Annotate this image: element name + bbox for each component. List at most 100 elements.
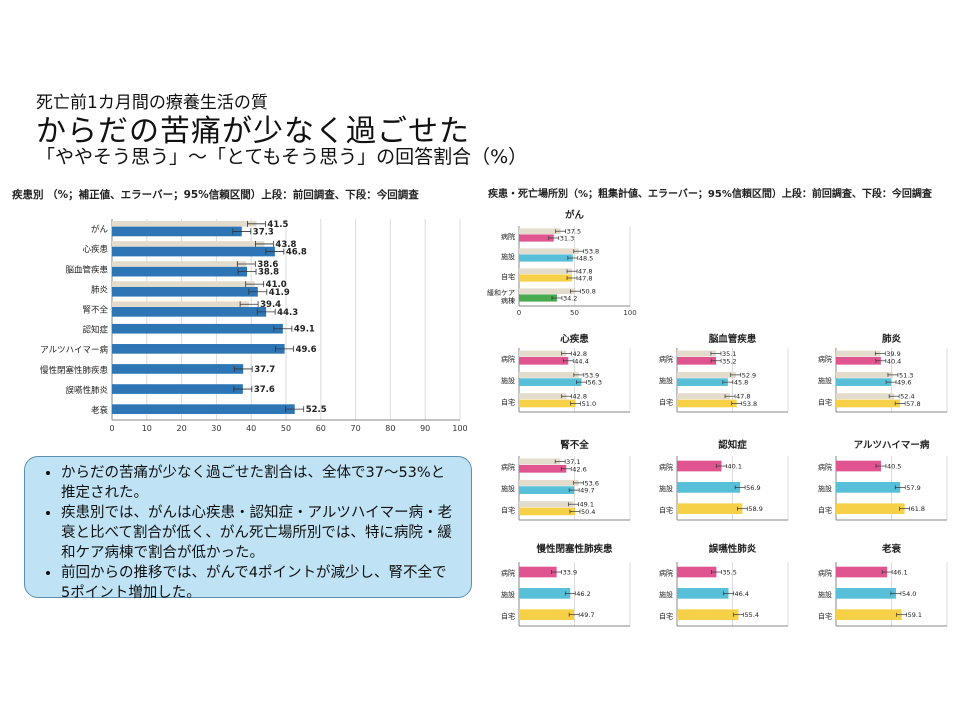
x-tick-label: 30 — [211, 424, 221, 433]
bar-current — [112, 246, 275, 257]
x-tick-label: 20 — [177, 424, 187, 433]
summary-item: 疾患別では、がんは心疾患・認知症・アルツハイマー病・老衰と比べて割合が低く、がん… — [61, 503, 455, 563]
row-label: 病院 — [818, 355, 832, 364]
x-tick-label: 50 — [281, 424, 291, 433]
bar-previous — [519, 479, 579, 486]
data-label: 49.7 — [580, 611, 594, 619]
page-subtitle: 死亡前1カ月間の療養生活の質 — [36, 93, 268, 113]
data-label: 49.7 — [580, 487, 594, 495]
data-label: 37.1 — [566, 458, 580, 466]
category-label: アルツハイマー病 — [40, 345, 108, 356]
category-label: 誤嚥性肺炎 — [65, 385, 108, 396]
data-label: 35.5 — [722, 569, 736, 577]
bar-previous — [836, 371, 893, 378]
row-label: 施設 — [818, 484, 832, 493]
bar-current — [112, 344, 285, 354]
x-tick-label: 0 — [109, 424, 114, 433]
bar-current — [677, 399, 737, 408]
panel-title: 慢性閉塞性肺疾患 — [536, 543, 613, 555]
bar-current — [519, 464, 567, 473]
bar-previous — [112, 241, 265, 247]
row-label: 病院 — [501, 232, 515, 241]
bar-previous — [677, 350, 716, 357]
x-tick-label: 40 — [246, 424, 256, 433]
data-label: 49.1 — [580, 501, 594, 509]
x-tick-label: 50 — [570, 309, 579, 317]
category-label: 老衰 — [91, 405, 109, 416]
panel-title: がん — [565, 209, 585, 221]
bar-previous — [112, 261, 247, 267]
bar-current — [836, 460, 881, 472]
data-label: 59.1 — [908, 611, 922, 619]
bar-current — [677, 356, 717, 365]
row-label: 施設 — [659, 484, 673, 493]
bar-current — [836, 566, 888, 578]
data-label: 46.4 — [735, 590, 749, 598]
category-label: 心疾患 — [82, 244, 108, 255]
data-label: 44.4 — [574, 357, 588, 365]
row-label: 病棟 — [501, 296, 515, 305]
panel-title: 老衰 — [881, 543, 902, 555]
row-label: 施設 — [501, 252, 515, 261]
bar-current — [112, 404, 295, 414]
data-label: 50.8 — [581, 288, 595, 296]
x-tick-label: 60 — [316, 424, 326, 433]
bar-previous — [112, 281, 255, 287]
data-label: 35.2 — [722, 357, 736, 365]
summary-item: 前回からの推移では、がんで4ポイントが減少し、腎不全で5ポイント増加した。 — [61, 563, 455, 603]
data-label: 41.9 — [269, 288, 290, 298]
bar-current — [519, 254, 573, 262]
bar-current — [112, 226, 242, 237]
data-label: 57.9 — [906, 484, 920, 492]
data-label: 37.6 — [254, 385, 275, 395]
bar-current — [836, 503, 905, 515]
bar-current — [677, 503, 743, 515]
data-label: 39.4 — [260, 300, 281, 310]
row-label: 施設 — [659, 590, 673, 599]
row-label: 施設 — [501, 376, 515, 385]
data-label: 47.8 — [578, 268, 592, 276]
data-label: 41.0 — [266, 280, 287, 290]
row-label: 施設 — [501, 484, 515, 493]
data-label: 55.4 — [744, 611, 758, 619]
bar-current — [836, 482, 901, 493]
bar-previous — [836, 350, 881, 357]
bar-current — [836, 378, 892, 386]
data-label: 35.1 — [722, 350, 736, 358]
data-label: 61.8 — [911, 505, 925, 513]
bar-current — [519, 399, 576, 408]
panel-title: アルツハイマー病 — [854, 439, 930, 451]
data-label: 47.8 — [578, 275, 592, 283]
panel-title: 誤嚥性肺炎 — [709, 543, 757, 555]
bar-current — [677, 609, 739, 621]
row-label: 自宅 — [659, 505, 673, 514]
bar-previous — [112, 221, 257, 227]
data-label: 33.9 — [563, 569, 577, 577]
bar-current — [519, 274, 573, 282]
left-chart-caption: 疾患別 （%；補正値、エラーバー；95%信頼区間）上段：前回調査、下段：今回調査 — [12, 189, 419, 201]
bar-current — [112, 286, 258, 297]
data-label: 50.4 — [581, 508, 595, 516]
bar-current — [677, 588, 729, 599]
x-tick-label: 70 — [351, 424, 361, 433]
data-label: 42.6 — [572, 465, 586, 473]
bar-previous — [519, 350, 567, 357]
bar-previous — [677, 393, 731, 400]
bar-current — [677, 566, 717, 578]
x-tick-label: 90 — [420, 424, 430, 433]
row-label: 施設 — [818, 376, 832, 385]
data-label: 52.4 — [900, 393, 914, 401]
data-label: 37.5 — [567, 228, 581, 236]
bar-current — [836, 399, 901, 408]
category-label: 脳血管疾患 — [65, 264, 108, 275]
bar-current — [112, 266, 248, 277]
row-label: 自宅 — [818, 611, 832, 620]
bar-previous — [836, 393, 895, 400]
data-label: 34.2 — [563, 295, 577, 303]
bar-current — [836, 356, 881, 365]
summary-item: からだの苦痛が少なく過ごせた割合は、全体で37～53%と推定された。 — [61, 463, 455, 503]
bar-current — [112, 307, 267, 317]
x-tick-label: 100 — [623, 309, 636, 317]
data-label: 43.8 — [275, 240, 296, 250]
data-label: 45.8 — [734, 379, 748, 387]
